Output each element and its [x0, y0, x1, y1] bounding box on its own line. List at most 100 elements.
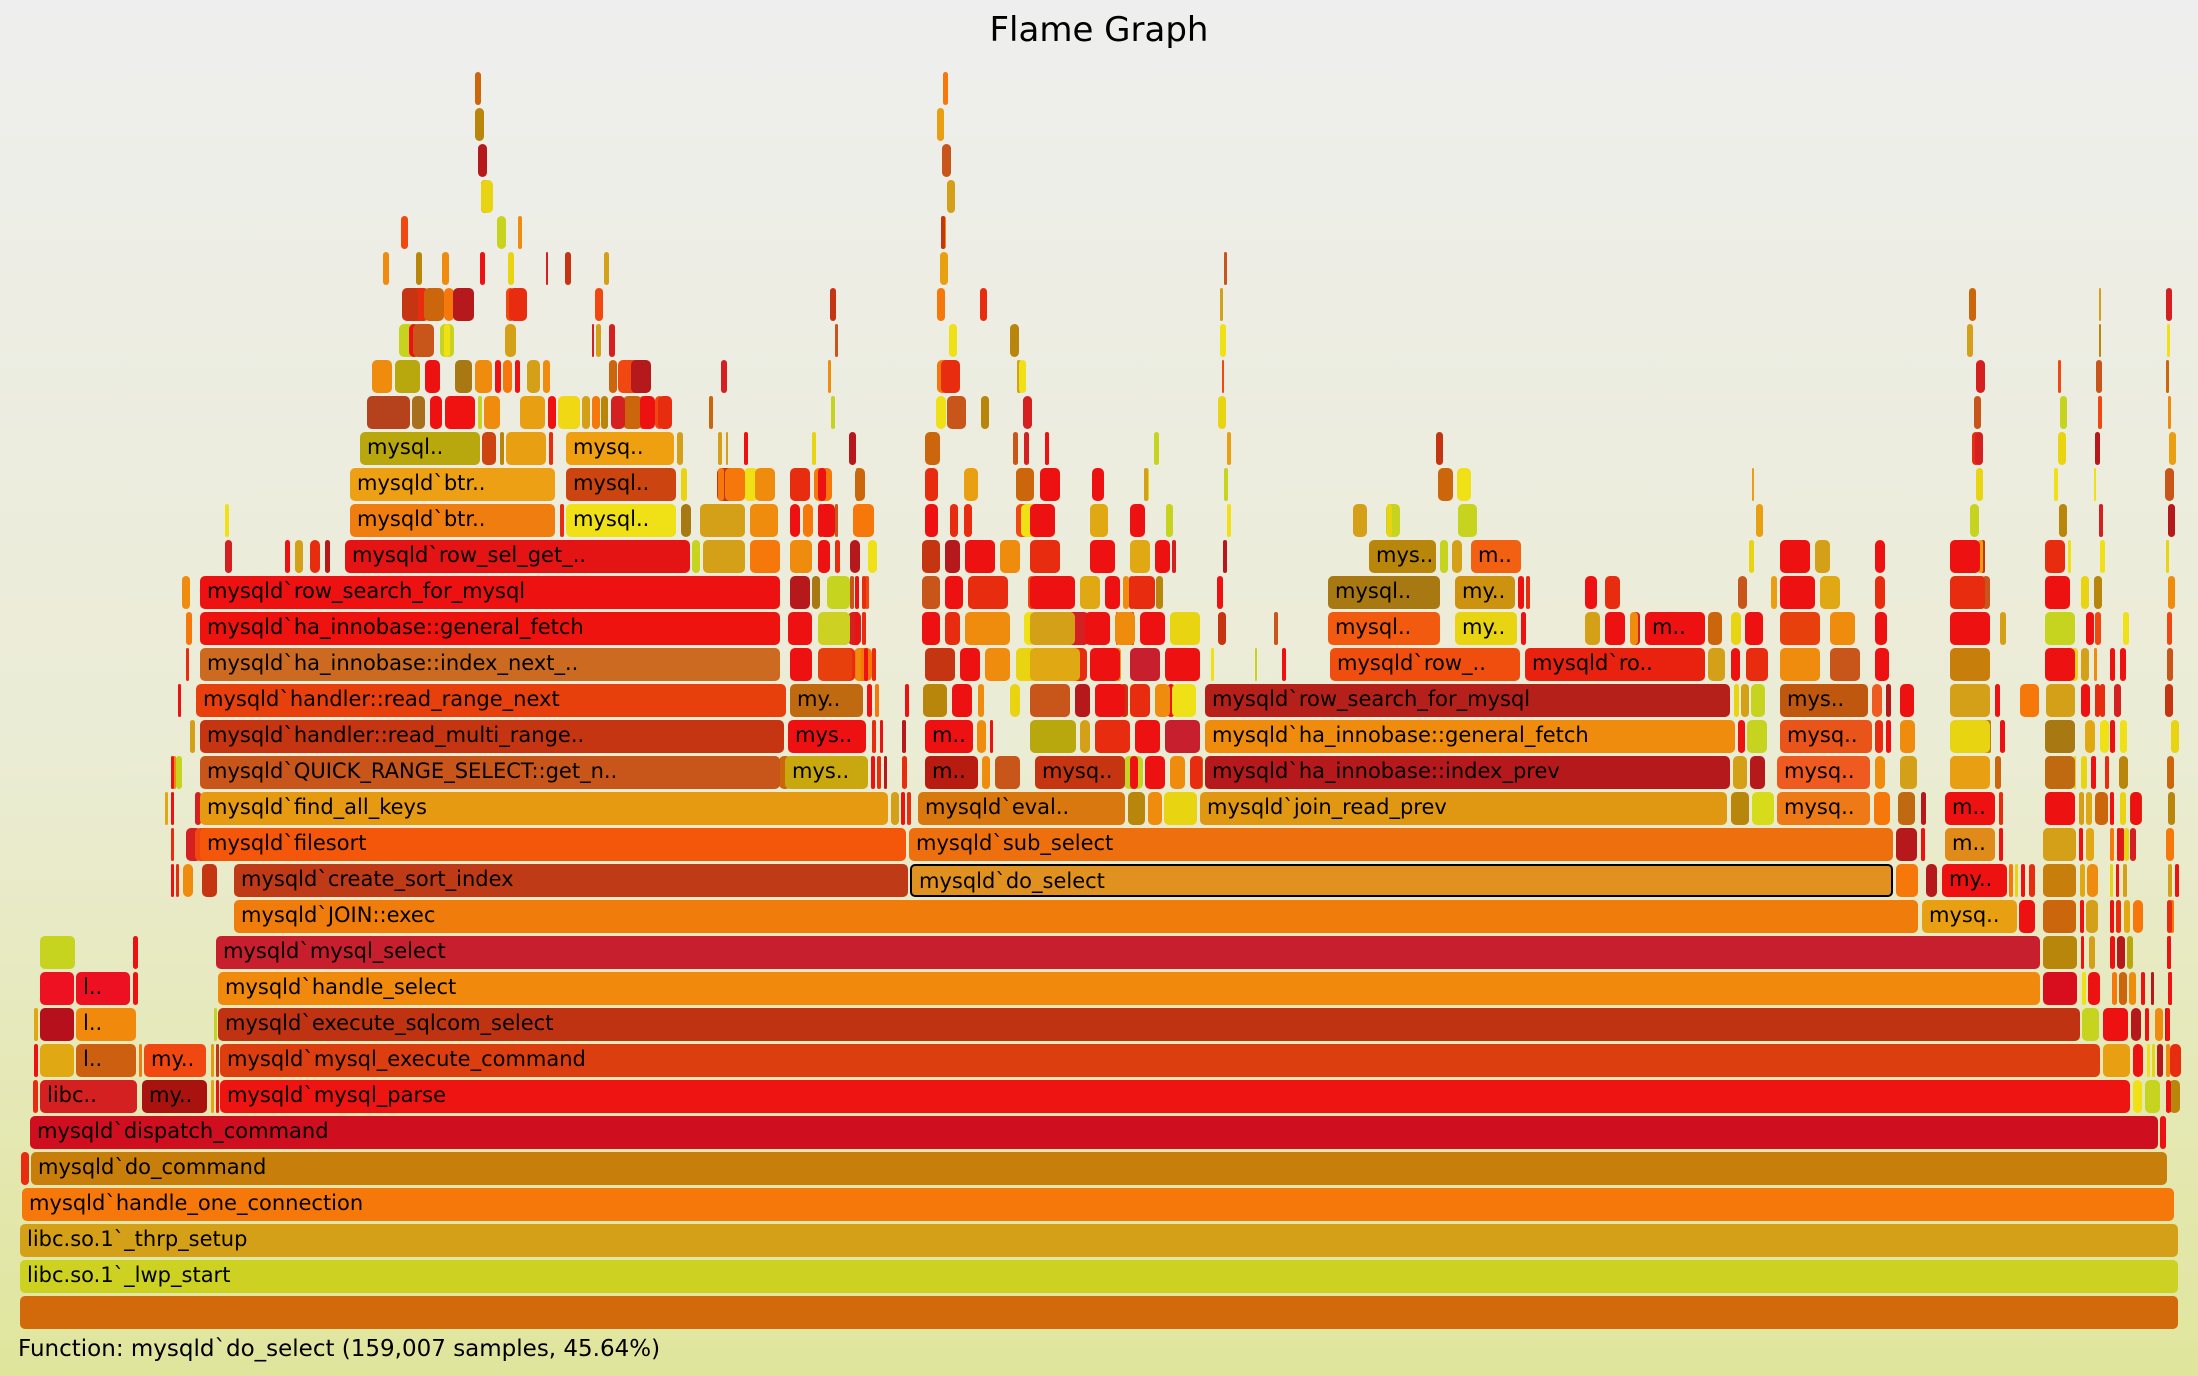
flame-frame-mysql[interactable]: mysql..: [566, 504, 676, 537]
flame-frame[interactable]: [596, 324, 601, 357]
flame-frame[interactable]: [1282, 648, 1286, 681]
flame-frame[interactable]: [604, 252, 609, 285]
flame-frame[interactable]: [2080, 864, 2085, 897]
flame-frame-mysqld-handle-one-connection[interactable]: mysqld`handle_one_connection: [22, 1188, 2174, 1221]
flame-frame[interactable]: [1115, 612, 1135, 645]
flame-frame[interactable]: [790, 648, 812, 681]
flame-frame[interactable]: [965, 540, 995, 573]
flame-frame[interactable]: [2167, 756, 2174, 789]
flame-frame[interactable]: [1458, 504, 1477, 537]
flame-frame[interactable]: [2166, 1080, 2171, 1113]
flame-frame[interactable]: [183, 864, 193, 897]
flame-frame[interactable]: [2086, 792, 2092, 825]
flame-frame[interactable]: [1080, 576, 1100, 609]
flame-frame[interactable]: [1436, 432, 1443, 465]
flame-frame[interactable]: [2110, 864, 2113, 897]
flame-frame-mysqld-btr[interactable]: mysqld`btr..: [350, 468, 555, 501]
flame-frame[interactable]: [818, 504, 824, 537]
flame-frame[interactable]: [1875, 648, 1889, 681]
flame-frame[interactable]: [214, 1008, 217, 1041]
flame-frame[interactable]: [425, 360, 440, 393]
flame-frame[interactable]: [1750, 612, 1762, 645]
flame-frame[interactable]: [1095, 720, 1130, 753]
flame-frame[interactable]: [862, 612, 866, 645]
flame-frame[interactable]: [949, 324, 957, 357]
flame-frame[interactable]: [925, 432, 940, 465]
flame-frame[interactable]: [1155, 540, 1170, 573]
flame-frame[interactable]: [942, 144, 951, 177]
flame-frame[interactable]: [216, 1044, 219, 1077]
flame-frame[interactable]: [2086, 900, 2098, 933]
flame-frame[interactable]: [2116, 864, 2119, 897]
flame-frame[interactable]: [1154, 432, 1159, 465]
flame-frame[interactable]: [1105, 576, 1120, 609]
flame-frame[interactable]: [395, 360, 420, 393]
flame-frame[interactable]: [2082, 1008, 2099, 1041]
flame-frame[interactable]: [2117, 828, 2121, 861]
flame-frame[interactable]: [818, 648, 852, 681]
flame-frame[interactable]: [2081, 756, 2087, 789]
flame-frame[interactable]: [2166, 1008, 2170, 1041]
flame-frame[interactable]: [1780, 648, 1820, 681]
flame-frame[interactable]: [2110, 936, 2115, 969]
flame-frame[interactable]: [978, 684, 984, 717]
flame-frame[interactable]: [2119, 972, 2127, 1005]
flame-frame[interactable]: [2167, 900, 2172, 933]
flame-frame[interactable]: [968, 576, 1008, 609]
flame-frame[interactable]: [1771, 576, 1777, 609]
flame-frame[interactable]: [709, 396, 713, 429]
flame-frame[interactable]: [835, 504, 838, 537]
flame-frame[interactable]: [1019, 360, 1026, 393]
flame-frame[interactable]: [1830, 648, 1860, 681]
flame-frame[interactable]: [850, 576, 854, 609]
flame-frame[interactable]: [1733, 756, 1747, 789]
flame-frame[interactable]: [40, 936, 75, 969]
flame-frame[interactable]: [1220, 324, 1226, 357]
flame-frame[interactable]: [1999, 828, 2003, 861]
flame-frame[interactable]: [1747, 720, 1767, 753]
flame-frame[interactable]: [1750, 756, 1765, 789]
flame-frame[interactable]: [558, 396, 580, 429]
flame-frame[interactable]: [1080, 720, 1090, 753]
flame-frame[interactable]: [1780, 612, 1820, 645]
flame-frame[interactable]: [2170, 1044, 2181, 1077]
flame-frame[interactable]: [609, 360, 617, 393]
flame-frame[interactable]: [2079, 828, 2083, 861]
flame-frame[interactable]: [1030, 612, 1075, 645]
flame-frame[interactable]: [940, 252, 948, 285]
flame-frame-mysqld-row-search-for-mysql[interactable]: mysqld`row_search_for_mysql: [200, 576, 780, 609]
flame-frame[interactable]: [1172, 684, 1196, 717]
flame-frame[interactable]: [2110, 828, 2114, 861]
flame-frame[interactable]: [1148, 792, 1162, 825]
flame-frame[interactable]: [964, 468, 978, 501]
flame-frame[interactable]: [1144, 468, 1148, 501]
flame-frame-libc[interactable]: libc..: [40, 1080, 137, 1113]
flame-frame[interactable]: [849, 432, 856, 465]
flame-frame[interactable]: [1090, 648, 1120, 681]
flame-frame-my[interactable]: my..: [142, 1080, 207, 1113]
flame-frame[interactable]: [1875, 720, 1883, 753]
flame-frame[interactable]: [790, 468, 810, 501]
flame-frame-mysq[interactable]: mysq..: [1780, 720, 1872, 753]
flame-frame-my[interactable]: my..: [790, 684, 863, 717]
flame-frame[interactable]: [2009, 864, 2013, 897]
flame-frame[interactable]: [2168, 792, 2175, 825]
flame-frame[interactable]: [2110, 792, 2114, 825]
flame-frame[interactable]: [171, 792, 174, 825]
flame-frame[interactable]: [2105, 756, 2109, 789]
flame-frame[interactable]: [505, 324, 516, 357]
flame-frame[interactable]: [20, 1296, 2178, 1329]
flame-frame[interactable]: [1896, 864, 1918, 897]
flame-frame[interactable]: [1756, 504, 1763, 537]
flame-frame[interactable]: [1075, 684, 1090, 717]
flame-frame[interactable]: [2095, 792, 2108, 825]
flame-frame[interactable]: [1135, 720, 1160, 753]
flame-frame[interactable]: [2021, 864, 2025, 897]
flame-frame-mysqld-filesort[interactable]: mysqld`filesort: [200, 828, 906, 861]
flame-frame[interactable]: [2168, 972, 2172, 1005]
flame-frame[interactable]: [718, 432, 722, 465]
flame-frame[interactable]: [1220, 288, 1223, 321]
flame-frame[interactable]: [1982, 576, 1990, 609]
flame-frame-mysqld-ha-innobase-general-fetch[interactable]: mysqld`ha_innobase::general_fetch: [200, 612, 780, 645]
flame-frame[interactable]: [1738, 720, 1745, 753]
